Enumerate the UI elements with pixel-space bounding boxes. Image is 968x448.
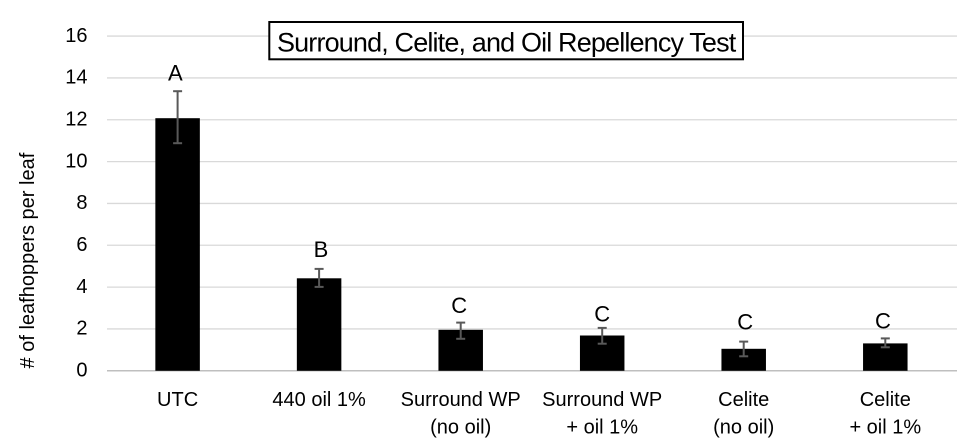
svg-text:12: 12 [65,109,87,131]
svg-text:2: 2 [76,318,87,340]
svg-text:Surround WP: Surround WP [542,389,662,411]
svg-text:6: 6 [76,234,87,256]
svg-text:16: 16 [65,25,87,47]
svg-text:14: 14 [65,67,87,89]
svg-text:UTC: UTC [157,389,198,411]
svg-text:C: C [875,309,891,334]
svg-text:0: 0 [76,360,87,382]
svg-text:C: C [594,301,610,326]
svg-text:Surround WP: Surround WP [401,389,521,411]
svg-text:(no oil): (no oil) [713,417,774,439]
svg-text:440 oil 1%: 440 oil 1% [272,389,366,411]
svg-text:+ oil 1%: + oil 1% [566,417,638,439]
svg-text:Celite: Celite [718,389,769,411]
svg-text:A: A [168,60,183,85]
svg-text:8: 8 [76,192,87,214]
svg-text:+ oil 1%: + oil 1% [849,417,921,439]
svg-text:C: C [737,310,753,335]
svg-text:B: B [314,237,329,262]
svg-text:(no oil): (no oil) [430,417,491,439]
svg-text:Celite: Celite [860,389,911,411]
svg-text:C: C [451,293,467,318]
svg-text:Surround, Celite, and Oil Repe: Surround, Celite, and Oil Repellency Tes… [277,28,737,58]
svg-text:# of leafhoppers per leaf: # of leafhoppers per leaf [17,152,39,368]
svg-text:4: 4 [76,276,87,298]
svg-text:10: 10 [65,150,87,172]
